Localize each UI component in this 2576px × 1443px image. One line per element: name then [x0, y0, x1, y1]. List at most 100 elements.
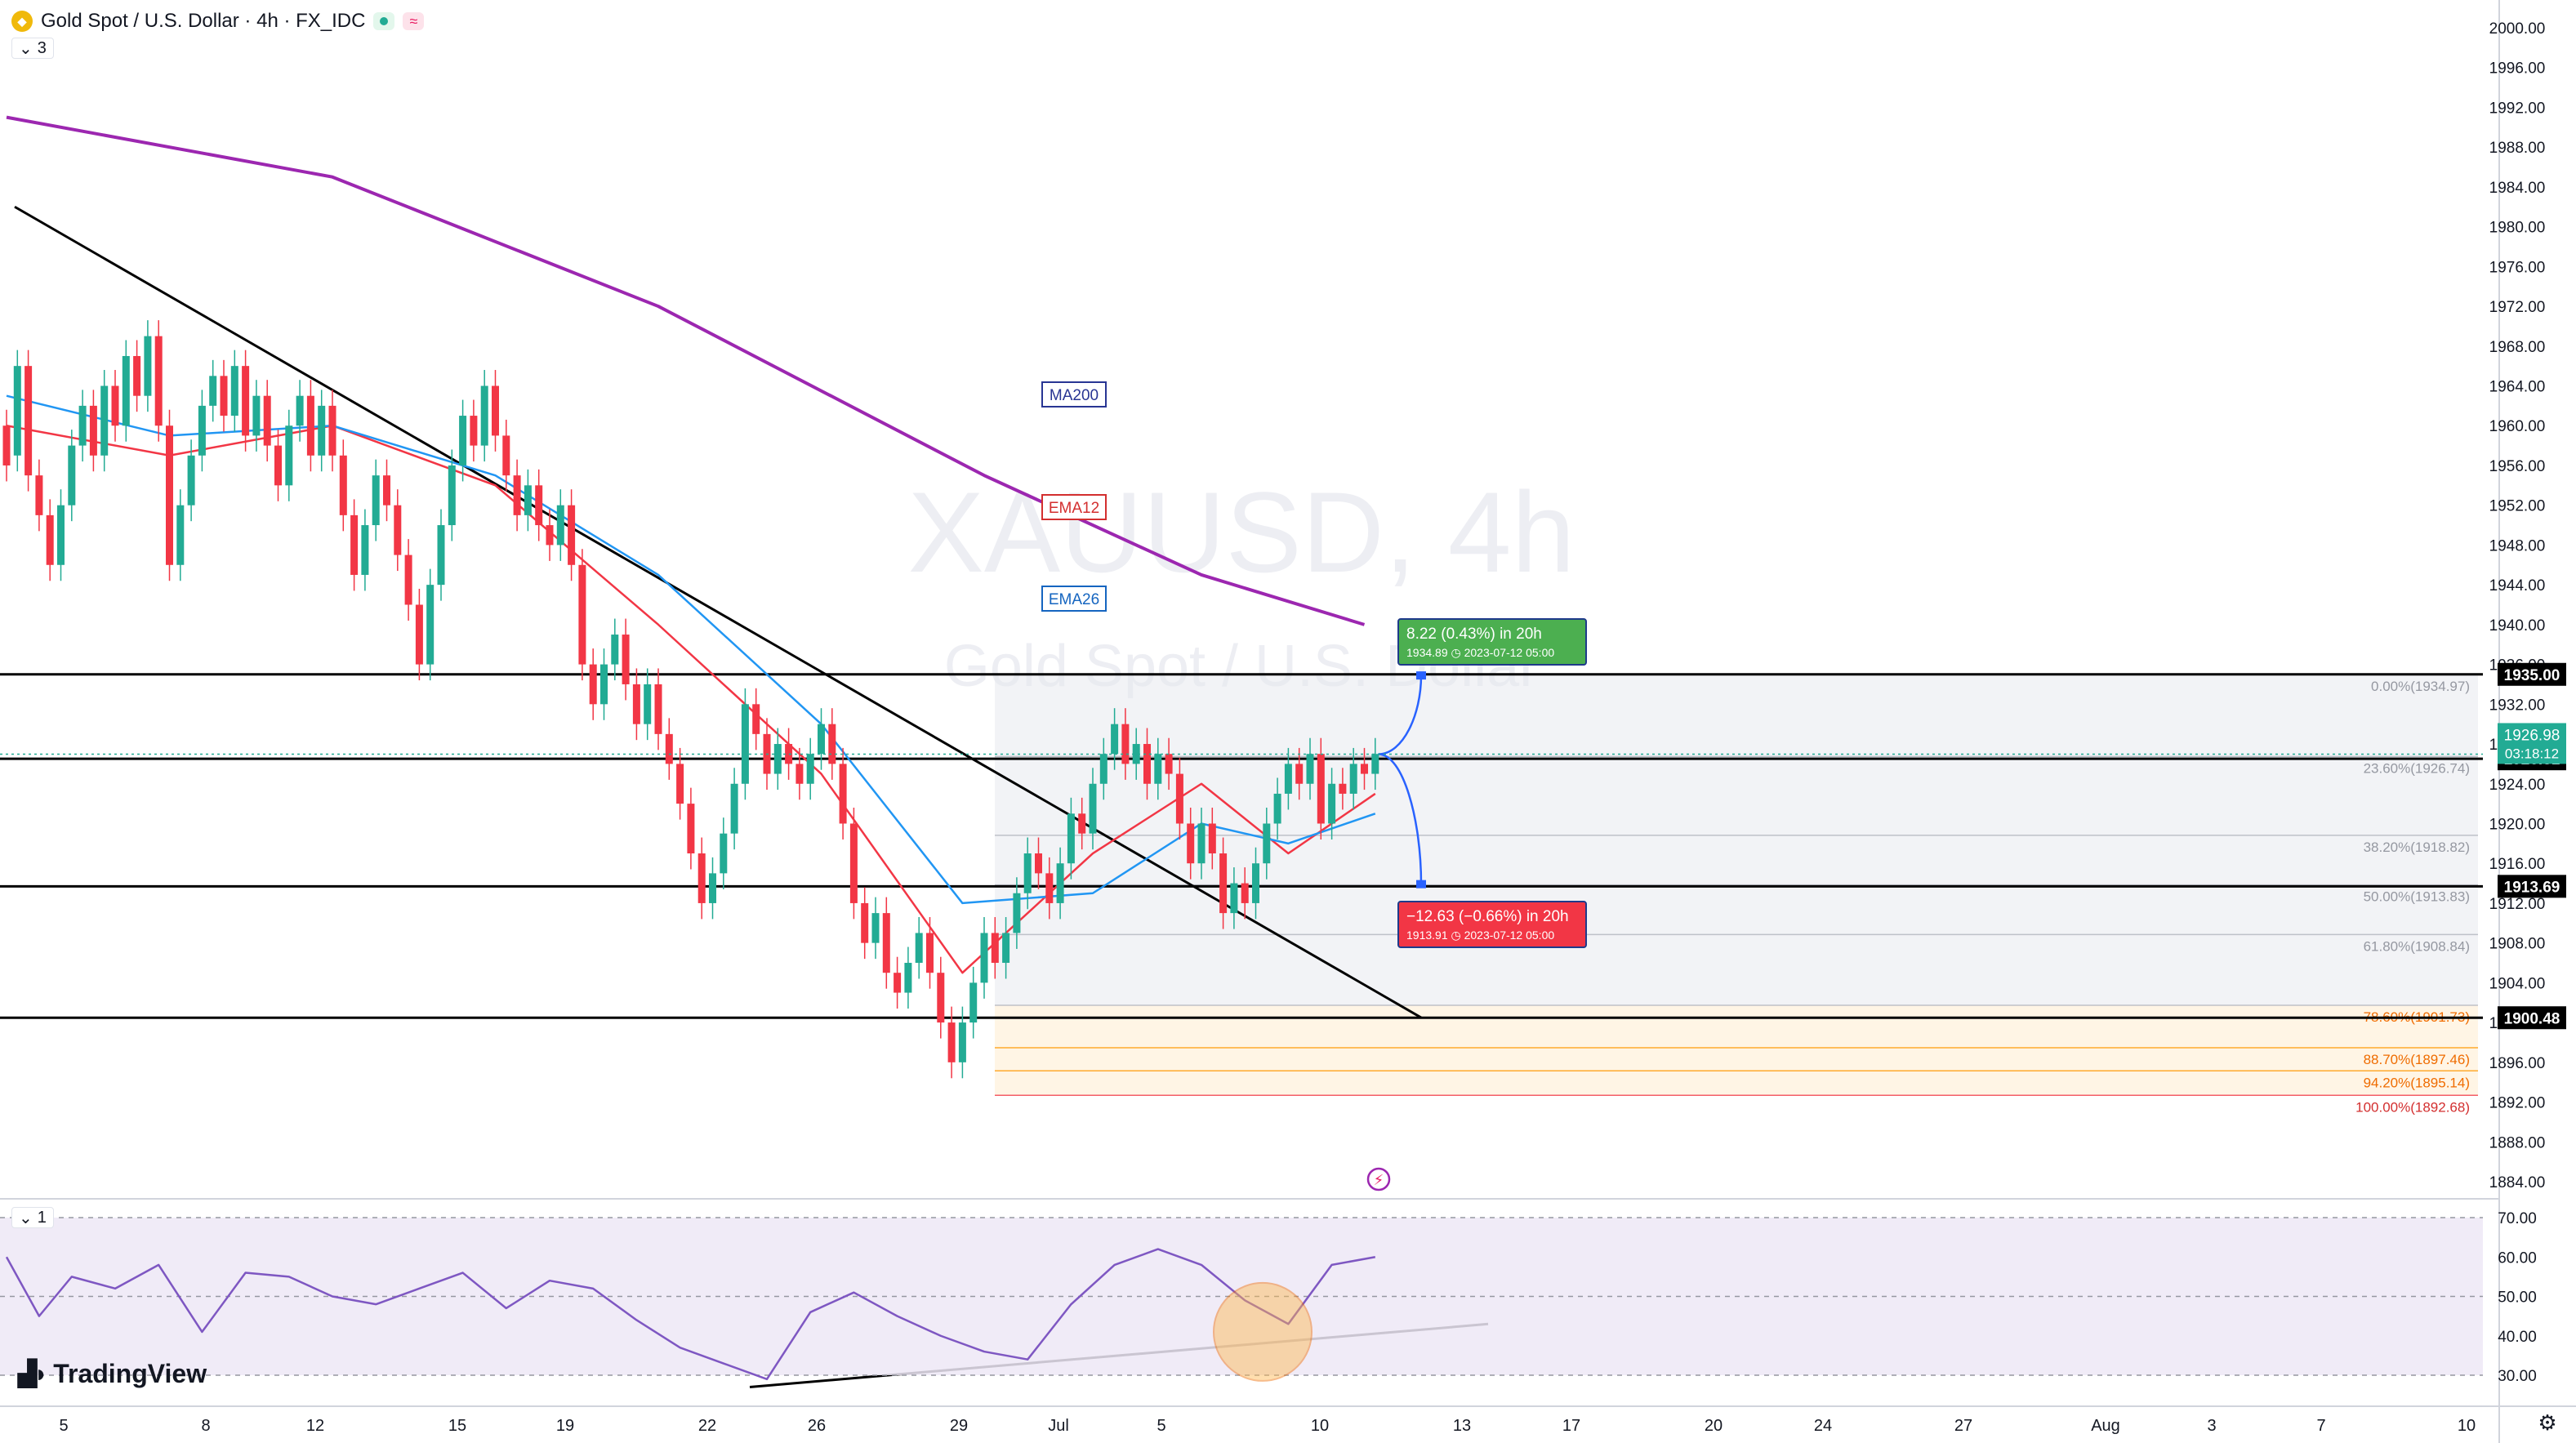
candle-body: [926, 933, 934, 973]
candle-body: [480, 385, 488, 446]
price-tick-label: 1892.00: [2489, 1095, 2546, 1112]
candle-body: [318, 405, 326, 456]
candle-body: [220, 376, 228, 416]
settings-icon[interactable]: ⚙: [2538, 1410, 2557, 1435]
legend-box: [1041, 586, 1107, 612]
price-tick-label: 1940.00: [2489, 617, 2546, 635]
candle-body: [492, 385, 499, 436]
projection-change-text: 8.22 (0.43%) in 20h: [1406, 626, 1542, 643]
rsi-tick-label: 60.00: [2498, 1249, 2537, 1267]
candle-body: [1284, 764, 1292, 794]
candle-body: [1187, 823, 1195, 864]
candle-body: [1089, 783, 1097, 834]
candle-body: [426, 585, 435, 665]
candle-body: [894, 973, 902, 993]
candle-body: [720, 833, 728, 874]
price-tick-label: 1896.00: [2489, 1055, 2546, 1072]
candle-body: [100, 385, 109, 456]
candle-body: [437, 525, 445, 586]
projection-box: [1397, 901, 1587, 948]
series-legend: MA200 EMA12 EMA26 ⚡: [1041, 381, 1391, 1191]
symbol-title[interactable]: Gold Spot / U.S. Dollar · 4h · FX_IDC: [41, 10, 366, 32]
price-tick-label: 1916.00: [2489, 856, 2546, 873]
watermark: XAUUSD, 4h Gold Spot / U.S. Dollar: [908, 468, 1575, 699]
candle-body: [632, 684, 640, 724]
rsi-tick-label: 30.00: [2498, 1368, 2537, 1385]
price-tick-label: 1976.00: [2489, 259, 2546, 276]
candle-body: [839, 764, 847, 824]
candle-body: [969, 982, 978, 1023]
candle-body: [1252, 863, 1259, 903]
fib-level-label: 100.00%(1892.68): [2355, 1099, 2470, 1115]
candle-body: [828, 724, 836, 764]
candle-body: [1175, 773, 1183, 824]
fib-level-label: 61.80%(1908.84): [2364, 938, 2470, 954]
time-tick-label: 27: [1954, 1417, 1972, 1435]
candle-body: [871, 913, 880, 943]
candle-body: [773, 744, 782, 774]
candle-body: [328, 405, 336, 456]
candle-body: [1230, 883, 1238, 914]
candle-body: [285, 425, 293, 486]
candle-body: [187, 455, 195, 505]
downtrend-line: [14, 205, 1422, 1019]
time-tick-label: Aug: [2091, 1417, 2120, 1435]
price-tick-label: 1920.00: [2489, 816, 2546, 833]
candle-body: [1165, 754, 1173, 774]
time-tick-label: 10: [2458, 1417, 2476, 1435]
price-tick-label: 1912.00: [2489, 896, 2546, 913]
rsi-tick-label: 70.00: [2498, 1210, 2537, 1227]
fib-zone: [995, 1071, 2478, 1096]
candle-body: [1208, 823, 1216, 854]
candle-body: [1078, 813, 1086, 834]
fib-level-label: 38.20%(1918.82): [2364, 840, 2470, 855]
candle-body: [133, 355, 141, 396]
candle-body: [1328, 783, 1336, 824]
rsi-tick-label: 40.00: [2498, 1329, 2537, 1346]
candle-body: [589, 664, 597, 705]
candle-body: [296, 395, 304, 426]
candle-body: [68, 445, 76, 505]
indicators-toggle[interactable]: ⌄ 3: [11, 38, 54, 59]
wave-icon: ≈: [403, 12, 425, 30]
fib-level-label: 0.00%(1934.97): [2371, 679, 2470, 694]
price-tag-label: 1935.00: [2504, 667, 2560, 684]
candle-body: [176, 505, 185, 565]
candle-body: [513, 475, 521, 515]
projection-arrow: [1378, 753, 1423, 884]
fib-zone: [995, 1048, 2478, 1071]
fibonacci-retracement[interactable]: 0.00%(1934.97) 23.60%(1926.74) 38.20%(1918…: [995, 674, 2478, 1115]
candle-body: [991, 933, 999, 964]
candle-body: [644, 684, 652, 724]
price-tick-label: 1924.00: [2489, 777, 2546, 794]
price-tags: 1935.001926.511913.691900.481926.9803:18…: [0, 662, 2566, 1030]
legend-label: MA200: [1050, 387, 1099, 404]
candle-body: [1295, 764, 1304, 784]
price-tick-label: 1944.00: [2489, 577, 2546, 595]
candle-body: [578, 564, 586, 665]
time-tick-label: 15: [448, 1417, 466, 1435]
projection-target-text: 1913.91 ◷ 2023-07-12 05:00: [1406, 929, 1554, 942]
price-tick-label: 1988.00: [2489, 140, 2546, 157]
candle-body: [980, 933, 988, 983]
candle-body: [861, 902, 869, 943]
candle-body: [1241, 883, 1249, 903]
candle-body: [568, 505, 576, 565]
tradingview-logo[interactable]: ▟◗ TradingView: [18, 1359, 207, 1389]
candle-body: [958, 1022, 966, 1062]
candle-body: [709, 873, 716, 903]
chevron-down-icon: ⌄: [19, 39, 33, 58]
candle-body: [404, 554, 412, 605]
candle-body: [230, 366, 238, 416]
rsi-pane-toggle[interactable]: ⌄ 1: [11, 1207, 54, 1228]
rsi-pane-count: 1: [37, 1208, 47, 1227]
candle-body: [697, 853, 706, 903]
candle-body: [600, 664, 608, 705]
candle-body: [242, 366, 250, 436]
candle-body: [383, 475, 390, 505]
fib-zone: [995, 934, 2478, 1006]
projections[interactable]: 8.22 (0.43%) in 20h 1934.89 ◷ 2023-07-12 …: [1378, 618, 1587, 948]
candle-body: [1143, 744, 1151, 784]
candle-body: [1045, 873, 1054, 903]
